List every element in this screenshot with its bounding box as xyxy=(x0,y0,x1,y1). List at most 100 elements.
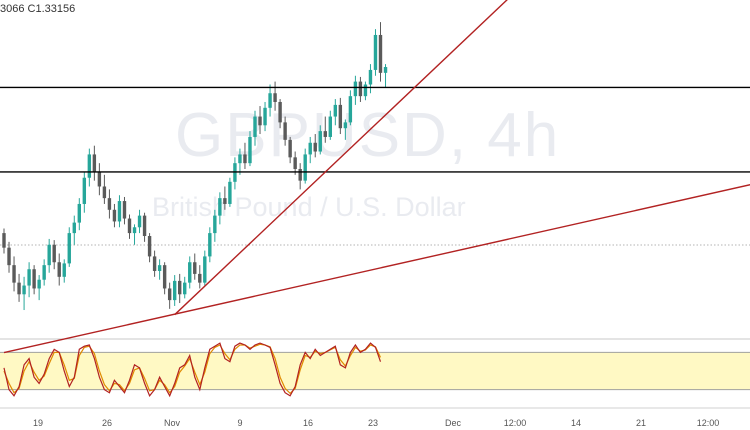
candle-body xyxy=(378,34,383,73)
candle xyxy=(338,97,343,135)
candle-body xyxy=(132,227,137,234)
candle xyxy=(263,101,267,132)
candle xyxy=(97,163,102,196)
candle-body xyxy=(253,116,257,137)
candle-body xyxy=(353,81,358,97)
candle-body xyxy=(338,104,343,129)
candle xyxy=(87,148,92,187)
candle xyxy=(323,116,327,143)
candle xyxy=(162,262,167,295)
candle xyxy=(42,259,46,286)
candle xyxy=(238,148,242,175)
candle-body xyxy=(223,198,227,204)
candle-body xyxy=(238,154,242,164)
candle xyxy=(368,64,373,94)
candle-body xyxy=(318,131,322,152)
candle-body xyxy=(22,285,26,295)
candle xyxy=(107,189,112,219)
candle-body xyxy=(178,280,182,295)
candle xyxy=(198,265,202,289)
candle-body xyxy=(313,142,317,152)
candle-body xyxy=(363,84,368,97)
time-axis-label: 21 xyxy=(636,418,646,428)
candle-body xyxy=(52,244,56,263)
candle-body xyxy=(368,69,373,85)
candle xyxy=(183,276,187,299)
candle-body xyxy=(343,122,348,129)
time-axis-label: 19 xyxy=(33,418,43,428)
candle xyxy=(147,233,152,263)
candle-body xyxy=(42,265,46,280)
candle-body xyxy=(47,244,51,266)
candle-body xyxy=(188,262,192,283)
candle xyxy=(218,192,222,225)
time-axis-label: 14 xyxy=(571,418,581,428)
candle-body xyxy=(137,215,142,228)
candle xyxy=(233,157,237,190)
candle-body xyxy=(152,256,157,271)
candle-body xyxy=(32,269,36,289)
candle-body xyxy=(92,154,97,172)
candle xyxy=(378,22,383,82)
candle-body xyxy=(72,222,76,234)
time-axis-label: 23 xyxy=(368,418,378,428)
candle-body xyxy=(348,96,353,123)
candle xyxy=(283,116,287,146)
candle-body xyxy=(142,215,147,237)
candle xyxy=(82,171,87,213)
stochastic-k-line xyxy=(3,342,382,398)
candle xyxy=(208,227,212,263)
candle-body xyxy=(328,116,332,137)
candle-body xyxy=(112,209,117,222)
candle xyxy=(27,262,31,298)
candle xyxy=(373,29,378,76)
candle xyxy=(188,256,192,289)
candle xyxy=(253,110,257,146)
candle-body xyxy=(57,262,61,277)
candle-body xyxy=(7,247,11,266)
trendline xyxy=(174,0,508,316)
candle xyxy=(273,81,277,111)
oscillator-lines xyxy=(3,342,382,398)
candle-body xyxy=(157,265,162,271)
candles xyxy=(2,22,388,311)
candle xyxy=(52,240,56,270)
trendlines xyxy=(3,0,750,354)
horizontal-levels xyxy=(0,86,750,173)
candle xyxy=(112,203,117,228)
candle xyxy=(77,198,81,231)
candle-body xyxy=(193,262,197,274)
candle xyxy=(167,282,172,309)
candle-body xyxy=(243,154,247,164)
candle-body xyxy=(162,265,167,289)
candle xyxy=(117,195,122,228)
candle-body xyxy=(12,265,16,283)
candle-body xyxy=(167,288,172,301)
candle-body xyxy=(218,198,222,216)
candle-body xyxy=(208,233,212,257)
candle-body xyxy=(122,201,127,219)
candle xyxy=(318,125,322,155)
candle xyxy=(258,106,262,135)
candle xyxy=(223,186,227,210)
candle xyxy=(37,275,41,301)
candle-body xyxy=(67,233,71,264)
candle xyxy=(228,177,232,207)
candle xyxy=(288,136,292,164)
candle xyxy=(313,134,317,158)
candle xyxy=(152,250,157,277)
time-axis: 19 26 Nov 9 16 23 Dec 12:00 14 21 12:00 xyxy=(33,418,719,428)
candle xyxy=(293,151,297,175)
candle xyxy=(102,174,107,204)
candle xyxy=(243,142,247,169)
candle xyxy=(127,214,132,239)
candle xyxy=(298,163,302,190)
candle xyxy=(203,250,207,286)
candle xyxy=(213,209,217,242)
candle-body xyxy=(263,107,267,126)
candle xyxy=(333,99,338,126)
candle xyxy=(363,81,368,101)
time-axis-label: 12:00 xyxy=(504,418,527,428)
